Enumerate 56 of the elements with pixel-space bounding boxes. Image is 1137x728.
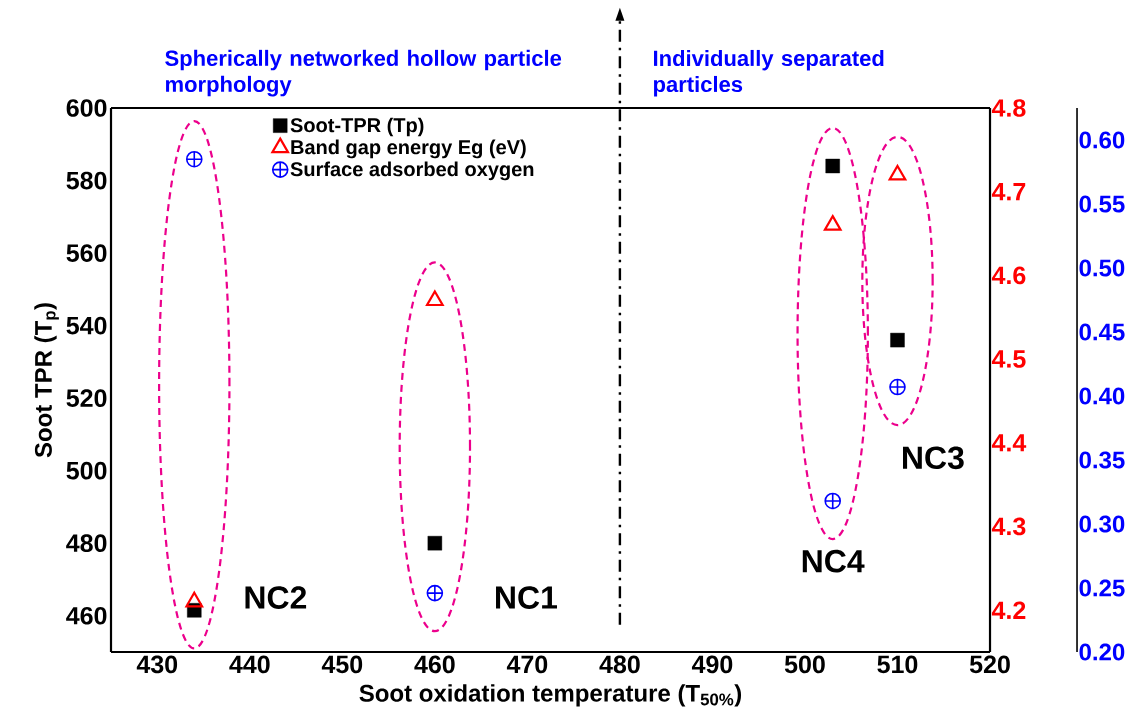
y3-tick-label: 0.45 — [1079, 323, 1125, 341]
point — [426, 584, 444, 602]
annotation: NC1 — [496, 586, 557, 609]
y-tick-label: 460 — [66, 606, 107, 625]
point — [825, 158, 840, 174]
legend-label: Band gap energy Eg (eV) — [291, 139, 526, 159]
y2-tick-label: 4.6 — [991, 266, 1026, 285]
text: Spherically networked hollow particle morphology — [165, 49, 562, 97]
x-tick-label: 470 — [506, 655, 548, 674]
y-tick-label: 600 — [66, 99, 107, 117]
y3-tick-label: 0.60 — [1079, 131, 1125, 149]
x-tick-label: 500 — [784, 655, 825, 674]
y-axis-title: Soot TPR (T$_{p}$) — [34, 303, 59, 458]
x-tick-label: 460 — [414, 655, 455, 674]
point — [185, 150, 203, 168]
y-tick-label: 560 — [66, 244, 107, 262]
x-tick-label: 520 — [969, 655, 1010, 674]
annotation: NC4 — [802, 549, 865, 573]
y2-tick-label: 4.5 — [991, 350, 1026, 368]
y3-tick-label: 0.35 — [1079, 451, 1125, 469]
x-tick-label: 510 — [877, 655, 918, 674]
x-tick-label: 450 — [321, 655, 363, 674]
text: Individually separated particles — [653, 49, 884, 97]
x-tick-label: 430 — [136, 655, 178, 674]
point — [425, 290, 444, 307]
y2-tick-label: 4.8 — [991, 99, 1026, 117]
y-tick-label: 480 — [66, 534, 107, 553]
y2-tick-label: 4.4 — [991, 434, 1027, 452]
y-tick-label: 540 — [66, 316, 107, 335]
annotation: NC3 — [903, 446, 964, 470]
legend-label: Soot-TPR (Tp) — [290, 117, 424, 137]
x-tick-label: 440 — [229, 655, 270, 674]
point — [824, 492, 842, 510]
y3-tick-label: 0.40 — [1079, 387, 1125, 405]
x-tick-label: 480 — [599, 655, 640, 674]
point — [890, 332, 905, 348]
point — [823, 215, 842, 231]
legend-label: Surface adsorbed oxygen — [290, 161, 534, 181]
y3-tick-label: 0.30 — [1079, 515, 1125, 533]
y3-tick-label: 0.20 — [1079, 643, 1125, 661]
point — [889, 378, 906, 396]
x-tick-label: 490 — [691, 655, 733, 674]
point — [427, 536, 443, 551]
y3-tick-label: 0.50 — [1079, 259, 1125, 277]
x-axis-title: Soot oxidation temperature (T$_{50%}$) — [359, 684, 742, 707]
y3-tick-label: 0.55 — [1079, 195, 1125, 213]
y2-tick-label: 4.7 — [991, 183, 1026, 201]
y2-tick-label: 4.2 — [991, 601, 1026, 619]
y-tick-label: 500 — [66, 461, 107, 480]
y-tick-label: 580 — [66, 171, 107, 190]
annotation: NC2 — [245, 586, 307, 609]
y3-tick-label: 0.25 — [1079, 579, 1125, 597]
y2-tick-label: 4.3 — [991, 517, 1026, 536]
y-tick-label: 520 — [66, 389, 107, 407]
point — [185, 591, 204, 608]
point — [888, 164, 907, 181]
